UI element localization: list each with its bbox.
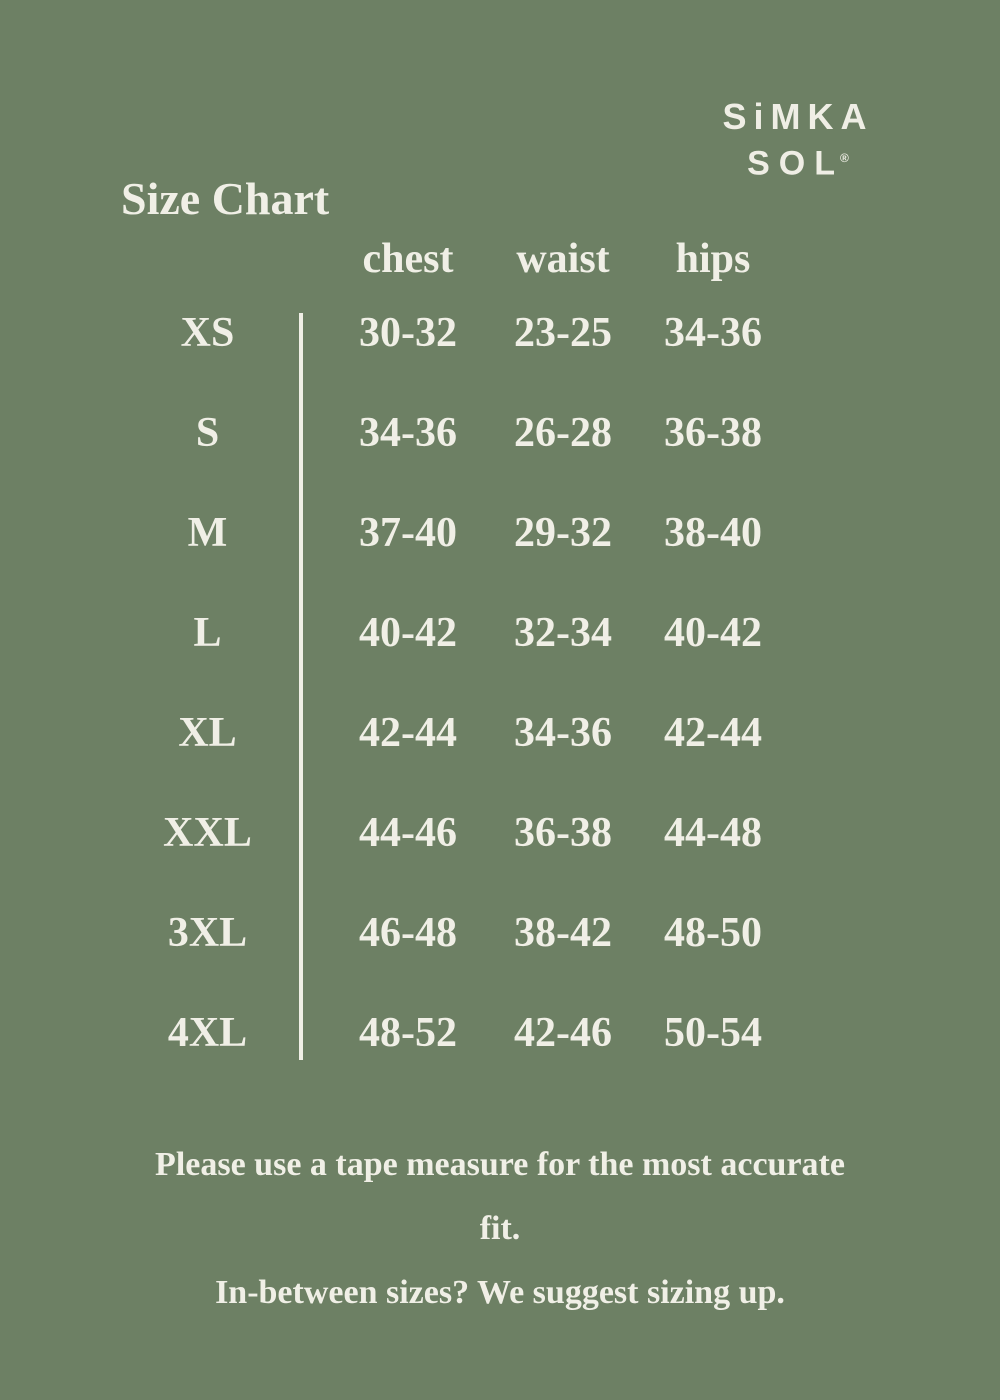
table-row: 3XL 46-48 38-42 48-50 [115,883,816,983]
table-row: L 40-42 32-34 40-42 [115,583,816,683]
brand-logo-line2: SOL® [700,140,896,181]
hips-value: 40-42 [664,610,762,656]
header-spacer [115,227,300,283]
chest-value: 40-42 [359,610,457,656]
size-label: 4XL [167,1010,248,1056]
fit-note-line2: In-between sizes? We suggest sizing up. [215,1274,785,1311]
size-label: M [187,510,228,556]
waist-value: 23-25 [514,310,612,356]
size-label: XL [178,710,237,756]
page-title: Size Chart [121,173,330,224]
table-row: S 34-36 26-28 36-38 [115,383,816,483]
brand-logo: SiMKA SOL® [700,96,896,182]
table-row: M 37-40 29-32 38-40 [115,483,816,583]
chest-value: 48-52 [359,1010,457,1056]
fit-note-line1: Please use a tape measure for the most a… [155,1146,845,1247]
column-header-hips: hips [675,236,751,282]
column-header-waist: waist [516,236,610,282]
hips-value: 34-36 [664,310,762,356]
chest-value: 37-40 [359,510,457,556]
hips-value: 36-38 [664,410,762,456]
size-label: S [195,410,220,456]
chest-value: 42-44 [359,710,457,756]
brand-logo-line1: SiMKA [722,96,874,137]
waist-value: 42-46 [514,1010,612,1056]
table-row: XXL 44-46 36-38 44-48 [115,783,816,883]
brand-logo-sol: SOL [747,144,845,183]
size-label: XXL [163,810,252,856]
size-chart-table: chest waist hips XS 30-32 23-25 34-36 S … [115,227,816,1083]
hips-value: 44-48 [664,810,762,856]
size-label: XS [180,310,235,356]
waist-value: 26-28 [514,410,612,456]
hips-value: 38-40 [664,510,762,556]
size-label: 3XL [167,910,248,956]
table-divider-line [299,313,303,1060]
waist-value: 34-36 [514,710,612,756]
registered-trademark-icon: ® [840,151,849,165]
chest-value: 30-32 [359,310,457,356]
table-row: XL 42-44 34-36 42-44 [115,683,816,783]
table-row: 4XL 48-52 42-46 50-54 [115,983,816,1083]
table-header-row: chest waist hips [115,227,816,283]
waist-value: 38-42 [514,910,612,956]
waist-value: 29-32 [514,510,612,556]
hips-value: 42-44 [664,710,762,756]
chest-value: 44-46 [359,810,457,856]
size-label: L [193,610,222,656]
waist-value: 36-38 [514,810,612,856]
fit-note: Please use a tape measure for the most a… [150,1133,850,1325]
hips-value: 50-54 [664,1010,762,1056]
column-header-chest: chest [362,236,454,282]
chest-value: 46-48 [359,910,457,956]
chest-value: 34-36 [359,410,457,456]
table-row: XS 30-32 23-25 34-36 [115,283,816,383]
waist-value: 32-34 [514,610,612,656]
hips-value: 48-50 [664,910,762,956]
